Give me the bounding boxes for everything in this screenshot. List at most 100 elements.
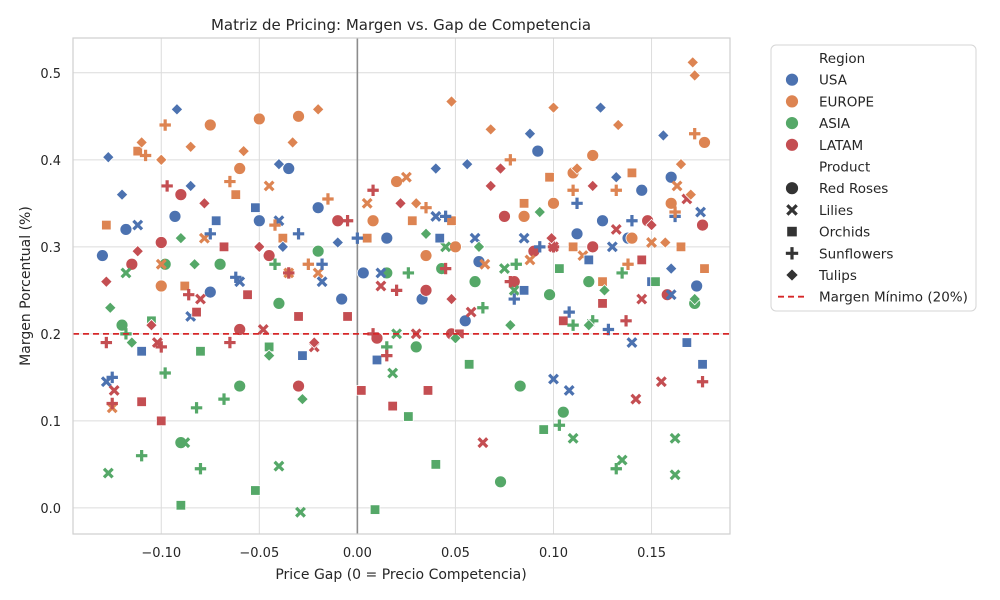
- data-point: [556, 405, 570, 419]
- data-point: [233, 323, 247, 336]
- data-point: [335, 292, 349, 306]
- data-point: [375, 267, 387, 279]
- legend-label-red-roses: Red Roses: [819, 181, 888, 197]
- data-point: [282, 162, 296, 175]
- x-tick-label: 0.10: [539, 546, 568, 561]
- data-point: [135, 449, 148, 462]
- y-tick-label: 0.5: [40, 67, 61, 82]
- data-point: [636, 254, 647, 266]
- data-point: [524, 254, 536, 266]
- x-tick-label: 0.05: [441, 546, 470, 561]
- data-point: [159, 367, 171, 379]
- data-point: [257, 324, 269, 335]
- legend-marker-lilies: [786, 204, 798, 216]
- data-point: [688, 292, 701, 306]
- data-point: [253, 240, 266, 254]
- data-point: [477, 437, 489, 449]
- data-point: [155, 341, 167, 353]
- data-point: [518, 285, 530, 296]
- data-point: [233, 379, 247, 393]
- data-point: [508, 284, 520, 296]
- data-point: [674, 157, 688, 171]
- data-point: [100, 275, 113, 288]
- data-point: [409, 197, 423, 210]
- data-point: [409, 340, 423, 354]
- x-axis-label: Price Gap (0 = Precio Competencia): [275, 567, 526, 583]
- data-point: [657, 129, 670, 142]
- data-point: [96, 249, 109, 262]
- data-point: [316, 276, 328, 288]
- data-point: [387, 400, 398, 412]
- data-point: [252, 112, 266, 126]
- data-point: [156, 415, 167, 427]
- legend-marker-sunflowers: [785, 247, 799, 260]
- data-point: [195, 346, 206, 357]
- data-point: [394, 197, 407, 210]
- data-point: [183, 289, 195, 301]
- data-point: [449, 240, 462, 254]
- data-point: [135, 136, 148, 149]
- data-point: [688, 69, 701, 82]
- data-point: [400, 171, 412, 183]
- data-point: [626, 167, 638, 179]
- y-tick-label: 0.4: [40, 154, 61, 169]
- legend-box: [770, 44, 977, 312]
- data-point: [190, 402, 203, 414]
- data-point: [276, 240, 290, 254]
- data-point: [273, 460, 285, 472]
- data-point: [371, 354, 383, 366]
- y-tick-label: 0.2: [40, 328, 61, 343]
- data-point: [570, 227, 584, 241]
- data-point: [664, 262, 678, 275]
- data-point: [361, 232, 373, 244]
- data-point: [626, 215, 638, 227]
- data-point: [419, 227, 433, 241]
- data-point: [548, 373, 559, 385]
- data-point: [154, 236, 168, 249]
- legend-marker-europe: [785, 94, 799, 109]
- data-point: [106, 371, 118, 384]
- data-point: [434, 232, 445, 244]
- data-point: [616, 267, 628, 279]
- data-point: [669, 432, 681, 444]
- data-point: [513, 379, 527, 393]
- data-point: [625, 231, 639, 245]
- plot-frame: [72, 37, 731, 535]
- tick-labels: −0.10 −0.05 0.00 0.05 0.10 0.15 0.0 0.1 0.2 0.3 0.…: [40, 67, 666, 561]
- data-point: [390, 284, 403, 297]
- data-point: [553, 419, 566, 431]
- data-point: [596, 214, 609, 228]
- data-point: [402, 267, 415, 279]
- data-point: [558, 315, 569, 327]
- data-point: [312, 267, 324, 279]
- data-point: [184, 179, 197, 193]
- data-point: [610, 463, 622, 475]
- x-tick-label: −0.05: [239, 546, 279, 561]
- legend-label-tulips: Tulips: [818, 268, 857, 284]
- data-point: [218, 241, 230, 253]
- data-point: [262, 249, 276, 262]
- data-point: [269, 219, 281, 231]
- data-point: [439, 210, 452, 223]
- data-point: [671, 180, 683, 192]
- data-point: [115, 188, 129, 201]
- data-point: [597, 276, 608, 287]
- data-point: [331, 236, 345, 249]
- chart-title: Matriz de Pricing: Margen vs. Gap de Com…: [211, 16, 591, 34]
- data-point: [449, 331, 462, 345]
- y-axis-label: Margen Porcentual (%): [18, 206, 34, 366]
- legend-label-lilies: Lilies: [819, 203, 853, 219]
- data-point: [155, 258, 167, 270]
- data-point: [351, 232, 364, 244]
- data-point: [582, 318, 596, 332]
- legend-label-sunflowers: Sunflowers: [819, 246, 893, 262]
- data-point: [664, 196, 678, 210]
- data-point: [292, 379, 305, 393]
- data-point: [174, 231, 188, 245]
- data-point: [356, 385, 367, 396]
- data-point: [499, 263, 510, 275]
- data-point: [646, 237, 658, 248]
- data-point: [237, 144, 250, 158]
- legend-label-usa: USA: [819, 73, 848, 89]
- data-point: [233, 162, 247, 175]
